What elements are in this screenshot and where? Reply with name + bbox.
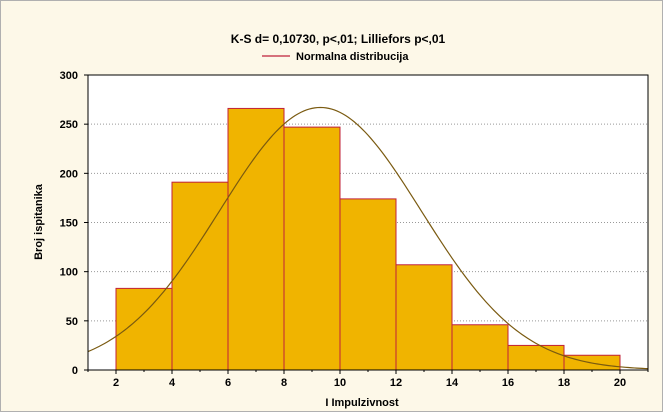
y-tick-label: 250 — [60, 119, 78, 131]
histogram-bar — [339, 198, 397, 371]
y-axis-label: Broj ispitanika — [33, 183, 45, 260]
legend-label: Normalna distribucija — [296, 51, 409, 63]
x-tick-label: 6 — [225, 377, 231, 389]
y-tick-label: 300 — [60, 70, 78, 82]
x-tick-label: 8 — [281, 377, 287, 389]
histogram-bar — [171, 181, 229, 371]
histogram-bar — [283, 126, 341, 371]
x-tick-label: 12 — [390, 377, 402, 389]
x-tick-label: 4 — [169, 377, 176, 389]
y-tick-label: 200 — [60, 168, 78, 180]
histogram-bar — [227, 107, 285, 371]
chart-title: K-S d= 0,10730, p<,01; Lilliefors p<,01 — [231, 32, 446, 46]
histogram-bar — [507, 344, 565, 371]
y-tick-label: 150 — [60, 218, 78, 230]
histogram-bars — [115, 107, 621, 371]
normal-curve — [87, 106, 649, 370]
y-axis: 0 50 100 150 200 250 300 — [60, 70, 88, 377]
y-tick-label: 100 — [60, 267, 78, 279]
histogram-bar — [115, 287, 173, 371]
x-axis: 2 4 6 8 10 12 14 16 18 20 — [87, 370, 649, 389]
x-tick-label: 16 — [502, 377, 514, 389]
x-axis-label: I Impulzivnost — [325, 397, 399, 409]
x-tick-label: 10 — [334, 377, 346, 389]
x-tick-label: 14 — [446, 377, 459, 389]
y-tick-label: 50 — [66, 316, 78, 328]
histogram-bar — [395, 264, 453, 371]
histogram-bar — [451, 324, 509, 371]
x-tick-label: 18 — [558, 377, 570, 389]
y-tick-label: 0 — [72, 365, 78, 377]
x-tick-label: 20 — [614, 377, 626, 389]
x-tick-label: 2 — [113, 377, 119, 389]
